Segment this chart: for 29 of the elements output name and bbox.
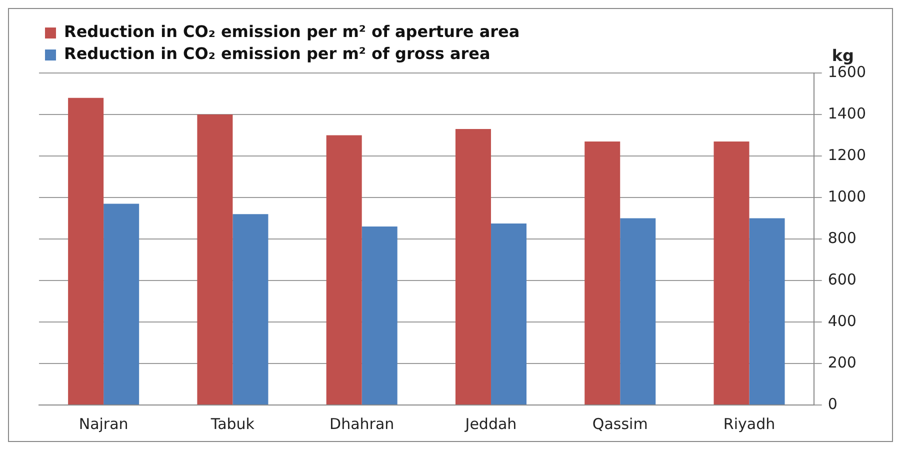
bar [584,141,620,404]
y-tick-label: 1400 [828,104,866,122]
x-tick-label: Jeddah [464,414,517,433]
y-tick-label: 200 [828,353,856,372]
x-tick-label: Dhahran [330,414,394,433]
y-tick-label: 800 [828,228,856,247]
y-tick-label: 400 [828,312,856,330]
bar [197,114,233,404]
bar [104,204,140,404]
bar [749,218,785,404]
bar [620,218,656,404]
y-tick-label: 600 [828,270,856,288]
x-tick-label: Najran [78,414,128,433]
y-axis-title: kg [832,46,854,66]
bar [362,226,398,404]
y-tick-label: 1000 [828,187,866,206]
y-tick-label: 1200 [828,146,866,164]
bar [455,129,491,404]
bar [326,135,362,404]
x-tick-label: Riyadh [723,414,776,433]
x-tick-label: Qassim [592,414,648,433]
bar [714,141,750,404]
legend-label: Reduction in CO₂ emission per m² of aperture area [64,22,520,42]
x-tick-label: Tabuk [210,414,255,433]
y-tick-label: 0 [828,394,838,413]
legend-label: Reduction in CO₂ emission per m² of gross area [64,44,490,64]
bar [490,223,526,404]
bar [232,214,268,404]
bar [68,98,104,404]
